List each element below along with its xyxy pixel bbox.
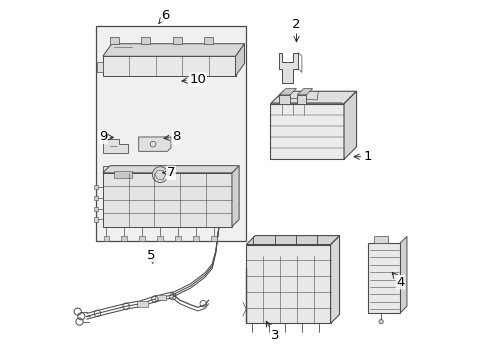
Bar <box>139 235 145 241</box>
Polygon shape <box>246 244 330 323</box>
Bar <box>94 217 98 222</box>
Bar <box>110 37 119 44</box>
Bar <box>193 235 199 241</box>
Polygon shape <box>102 166 239 173</box>
Text: 3: 3 <box>265 321 279 342</box>
Bar <box>297 95 306 104</box>
Text: 6: 6 <box>159 9 169 23</box>
Polygon shape <box>297 89 312 95</box>
Bar <box>94 207 98 211</box>
Bar <box>155 295 165 301</box>
Polygon shape <box>102 173 231 226</box>
Polygon shape <box>235 44 244 76</box>
Text: 9: 9 <box>99 130 113 144</box>
Bar <box>94 185 98 189</box>
Bar <box>137 301 147 307</box>
Text: 10: 10 <box>182 73 206 86</box>
Polygon shape <box>270 104 344 159</box>
Polygon shape <box>246 235 339 244</box>
Bar <box>157 235 163 241</box>
Bar <box>94 196 98 200</box>
Bar <box>103 235 109 241</box>
Polygon shape <box>344 91 356 159</box>
Polygon shape <box>102 139 128 153</box>
Bar <box>175 235 181 241</box>
Polygon shape <box>102 56 235 76</box>
Polygon shape <box>367 243 400 313</box>
Polygon shape <box>139 137 171 151</box>
Bar <box>373 236 387 243</box>
Polygon shape <box>97 62 102 72</box>
Polygon shape <box>278 53 298 83</box>
Bar <box>203 37 213 44</box>
Text: 4: 4 <box>391 273 404 289</box>
Polygon shape <box>279 89 296 95</box>
Bar <box>96 26 246 241</box>
Bar <box>121 235 127 241</box>
Bar <box>172 37 182 44</box>
Circle shape <box>378 319 383 324</box>
Polygon shape <box>102 44 244 56</box>
Bar <box>211 235 217 241</box>
Text: 8: 8 <box>163 130 180 144</box>
Text: 7: 7 <box>163 166 175 179</box>
Circle shape <box>152 167 168 183</box>
Text: 2: 2 <box>292 18 300 42</box>
Bar <box>113 171 131 178</box>
Bar <box>279 95 290 104</box>
Bar <box>141 37 150 44</box>
Polygon shape <box>270 91 356 104</box>
Polygon shape <box>330 235 339 323</box>
Polygon shape <box>400 236 406 313</box>
Polygon shape <box>231 166 239 226</box>
Polygon shape <box>102 166 142 184</box>
Text: 5: 5 <box>147 249 155 263</box>
Text: 1: 1 <box>353 150 372 163</box>
